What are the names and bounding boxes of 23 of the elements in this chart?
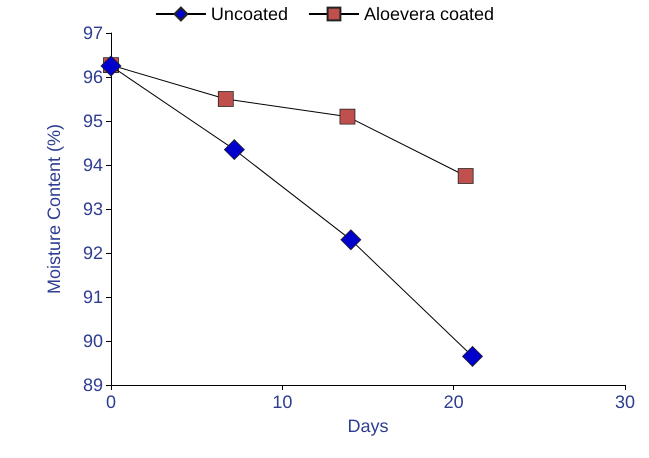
y-tick-label: 94 (82, 155, 103, 175)
y-tick-label: 93 (82, 199, 103, 219)
point (224, 139, 245, 160)
point (458, 168, 474, 184)
x-axis-title: Days (347, 416, 389, 436)
point (462, 346, 483, 367)
legend-label: Aloevera coated (364, 4, 494, 24)
point (340, 108, 356, 124)
y-tick-label: 90 (82, 331, 103, 351)
y-axis-title: Moisture Content (%) (44, 124, 64, 294)
x-tick-label: 20 (444, 392, 464, 412)
point (218, 91, 234, 107)
y-tick-label: 95 (82, 111, 103, 131)
y-tick-label: 97 (82, 23, 103, 43)
point (340, 229, 362, 250)
y-tick-label: 92 (82, 243, 103, 263)
y-tick-label: 96 (82, 67, 103, 87)
x-tick-label: 10 (272, 392, 292, 412)
y-tick-label: 89 (82, 375, 103, 395)
legend-label: Uncoated (210, 4, 288, 24)
x-tick-label: 0 (106, 392, 116, 412)
y-tick-label: 91 (82, 287, 103, 307)
x-tick-label: 30 (614, 392, 636, 412)
